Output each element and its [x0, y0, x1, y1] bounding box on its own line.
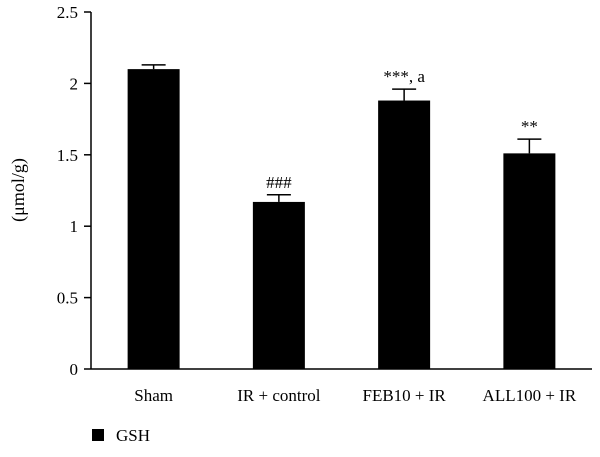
legend-label: GSH [116, 426, 150, 445]
bar [252, 201, 305, 369]
bars-group: ### ***, a ** [127, 64, 556, 370]
y-tick-label: 1.5 [57, 146, 78, 165]
legend: GSH [92, 426, 150, 445]
bar [503, 153, 556, 369]
x-tick-label: ALL100 + IR [483, 386, 577, 405]
x-tick-label: IR + control [237, 386, 321, 405]
significance-label: ***, a [383, 67, 425, 86]
y-axis-label: (μmol/g) [8, 158, 29, 222]
significance-label: ** [521, 117, 538, 136]
legend-swatch [92, 429, 104, 441]
bar [127, 69, 180, 370]
y-tick-label: 1 [70, 217, 79, 236]
y-tick-label: 2.5 [57, 3, 78, 22]
x-tick-label: FEB10 + IR [362, 386, 446, 405]
y-tick-label: 0.5 [57, 289, 78, 308]
x-tick-label: Sham [134, 386, 173, 405]
y-tick-label: 2 [70, 74, 79, 93]
significance-label: ### [266, 173, 292, 192]
y-tick-label: 0 [70, 360, 79, 379]
x-axis-ticks: Sham IR + control FEB10 + IR ALL100 + IR [134, 386, 577, 405]
bar [378, 100, 431, 369]
y-axis-ticks: 0 0.5 1 1.5 2 2.5 [57, 3, 91, 379]
